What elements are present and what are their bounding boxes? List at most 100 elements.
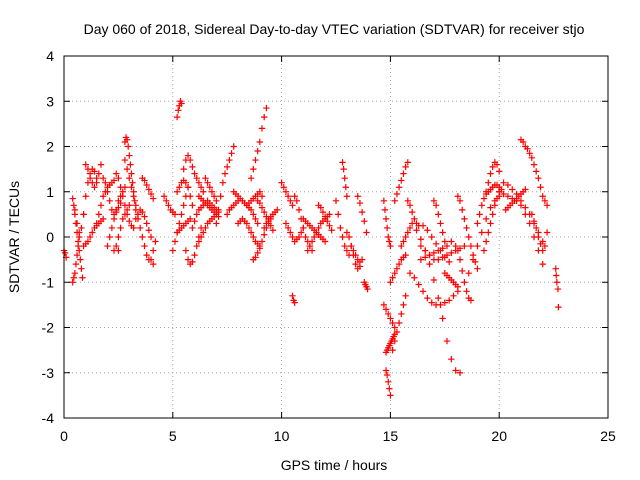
data-point-s07-9 bbox=[99, 215, 107, 223]
series-s71 bbox=[474, 181, 505, 227]
series-s58 bbox=[391, 159, 412, 204]
data-point-s06-0 bbox=[82, 161, 89, 168]
data-point-s70-1 bbox=[469, 256, 477, 263]
data-point-s29-1 bbox=[204, 179, 211, 186]
data-point-s24-2 bbox=[184, 152, 192, 159]
data-point-s68-5 bbox=[463, 288, 470, 295]
data-point-s61-4 bbox=[426, 260, 433, 268]
data-point-s02-7 bbox=[77, 256, 84, 263]
data-point-s20-0 bbox=[169, 247, 176, 254]
data-point-s17-3 bbox=[145, 186, 153, 193]
data-point-s14-0 bbox=[121, 156, 129, 164]
y-tick-label-0: -4 bbox=[42, 410, 55, 426]
series-s47 bbox=[339, 159, 351, 200]
data-point-s78-6 bbox=[541, 242, 549, 250]
data-point-s40-0 bbox=[282, 220, 290, 227]
data-point-s65-3 bbox=[432, 240, 440, 247]
data-point-s79-0 bbox=[552, 265, 559, 272]
data-point-s17-1 bbox=[141, 177, 148, 184]
data-point-s35-1 bbox=[250, 165, 257, 173]
series-s34 bbox=[243, 188, 266, 209]
data-point-s21-1 bbox=[175, 107, 182, 114]
data-point-s48-0 bbox=[343, 229, 351, 236]
data-point-s54-5 bbox=[391, 324, 398, 331]
data-point-s70-2 bbox=[474, 242, 481, 250]
data-point-s75-1 bbox=[504, 181, 512, 189]
data-point-s61-1 bbox=[413, 227, 420, 234]
data-point-s44-2 bbox=[308, 238, 316, 245]
data-point-s54-4 bbox=[389, 319, 396, 327]
data-point-s12-1 bbox=[113, 242, 120, 250]
data-point-s73-5 bbox=[491, 202, 499, 209]
data-point-s73-2 bbox=[485, 229, 492, 236]
series-s68 bbox=[452, 242, 475, 304]
data-point-s19-1 bbox=[163, 197, 170, 204]
data-point-s46-1 bbox=[334, 211, 342, 218]
data-point-s59-3 bbox=[404, 229, 412, 236]
data-point-s38-0 bbox=[260, 224, 268, 232]
data-point-s79-2 bbox=[553, 279, 561, 286]
series-s23 bbox=[173, 215, 194, 236]
data-point-s39-1 bbox=[280, 184, 287, 191]
data-point-s64-7 bbox=[448, 238, 455, 245]
series-s21 bbox=[173, 98, 185, 121]
data-point-s08-8 bbox=[110, 177, 118, 184]
series-s66 bbox=[430, 197, 448, 245]
data-point-s65-1 bbox=[424, 227, 431, 234]
data-point-s11-6 bbox=[126, 217, 133, 225]
data-point-s64-0 bbox=[417, 256, 425, 263]
series-s65 bbox=[419, 222, 453, 266]
data-point-s27-1 bbox=[197, 233, 205, 241]
data-point-s20-4 bbox=[178, 211, 185, 218]
data-point-s39-3 bbox=[284, 193, 292, 200]
series-s42 bbox=[289, 292, 298, 306]
series-s08 bbox=[93, 177, 118, 227]
data-point-s57-1 bbox=[389, 274, 396, 281]
data-point-s71-1 bbox=[476, 211, 483, 218]
data-point-s36-5 bbox=[260, 231, 268, 238]
data-point-s46-2 bbox=[337, 224, 344, 232]
y-tick-label-2: -2 bbox=[42, 320, 55, 336]
data-point-s68-7 bbox=[467, 297, 475, 304]
data-point-s76-9 bbox=[522, 186, 529, 193]
series-s59 bbox=[398, 224, 414, 250]
series-s49 bbox=[348, 242, 366, 266]
data-point-s61-7 bbox=[439, 315, 446, 322]
data-point-s05-1 bbox=[82, 193, 89, 200]
data-point-s16-8 bbox=[152, 238, 159, 245]
data-point-s66-2 bbox=[435, 211, 442, 218]
data-point-s58-5 bbox=[402, 163, 409, 171]
data-point-s15-4 bbox=[141, 213, 148, 220]
data-point-s20-5 bbox=[180, 202, 187, 209]
data-point-s25-3 bbox=[189, 258, 196, 266]
series-s72 bbox=[482, 159, 503, 195]
data-point-s45-1 bbox=[317, 204, 324, 211]
data-point-s12-5 bbox=[121, 211, 129, 218]
data-point-s69-9 bbox=[474, 265, 481, 272]
data-point-s40-1 bbox=[284, 224, 292, 232]
data-point-s35-0 bbox=[247, 174, 255, 182]
data-point-s13-2 bbox=[123, 136, 131, 143]
data-point-s27-3 bbox=[202, 224, 209, 232]
series-s55 bbox=[380, 197, 394, 250]
data-point-s61-2 bbox=[417, 236, 425, 243]
series-s77 bbox=[517, 136, 551, 209]
series-s24 bbox=[180, 152, 207, 195]
y-tick-label-3: -1 bbox=[42, 274, 55, 290]
data-point-s22-1 bbox=[176, 184, 183, 191]
data-point-s30-1 bbox=[215, 206, 222, 214]
data-point-s25-1 bbox=[184, 256, 192, 263]
data-point-s57-3 bbox=[393, 265, 401, 272]
data-point-s14-2 bbox=[126, 174, 133, 182]
data-point-s57-2 bbox=[391, 270, 398, 277]
data-point-s21-4 bbox=[178, 100, 185, 107]
data-point-s29-2 bbox=[206, 184, 213, 191]
data-point-s30-4 bbox=[221, 170, 229, 177]
data-point-s72-5 bbox=[493, 161, 501, 168]
data-point-s26-2 bbox=[193, 211, 200, 218]
data-point-s49-0 bbox=[348, 242, 355, 250]
data-point-s33-5 bbox=[245, 224, 253, 232]
data-point-s39-4 bbox=[287, 197, 294, 204]
series-s06 bbox=[82, 161, 105, 191]
series-s38 bbox=[260, 206, 281, 232]
